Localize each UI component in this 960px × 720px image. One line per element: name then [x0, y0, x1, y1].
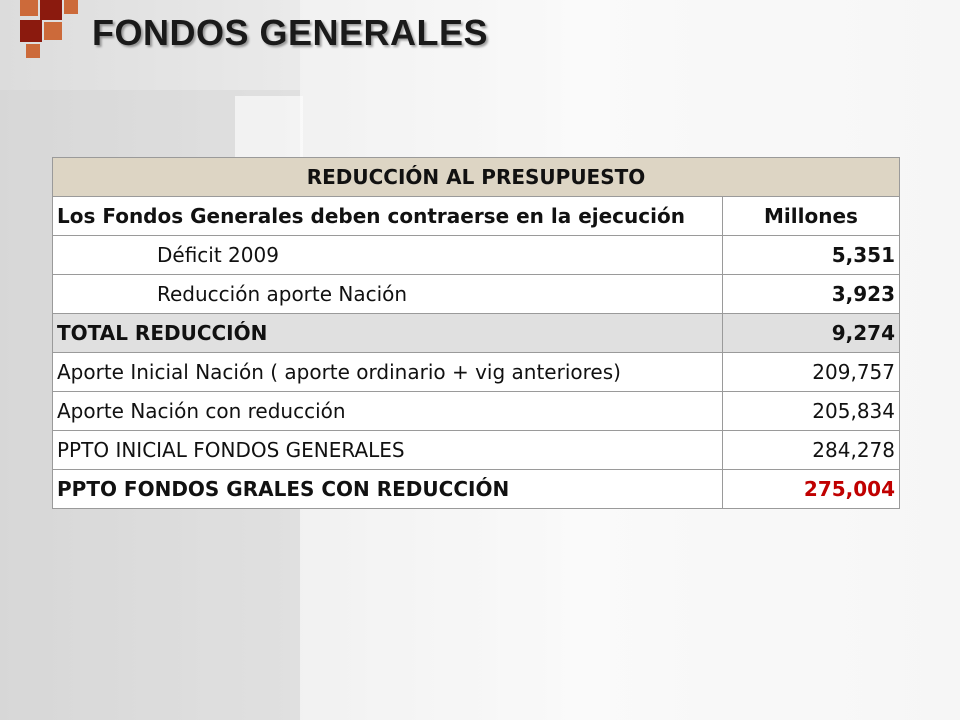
table-row: Reducción aporte Nación 3,923 [52, 274, 900, 314]
row-label: Déficit 2009 [52, 235, 723, 275]
background-square [235, 96, 303, 166]
row-label: PPTO FONDOS GRALES CON REDUCCIÓN [52, 469, 723, 509]
logo-squares-icon [20, 0, 80, 60]
table-row: Aporte Nación con reducción 205,834 [52, 391, 900, 431]
intro-label: Los Fondos Generales deben contraerse en… [52, 196, 723, 236]
unit-label: Millones [722, 196, 900, 236]
table-row: PPTO INICIAL FONDOS GENERALES 284,278 [52, 430, 900, 470]
row-label: Aporte Nación con reducción [52, 391, 723, 431]
row-value: 9,274 [722, 313, 900, 353]
row-label: PPTO INICIAL FONDOS GENERALES [52, 430, 723, 470]
table-row: Aporte Inicial Nación ( aporte ordinario… [52, 352, 900, 392]
slide-title: FONDOS GENERALES [92, 12, 489, 53]
row-value: 5,351 [722, 235, 900, 275]
table-row: Los Fondos Generales deben contraerse en… [52, 196, 900, 236]
table-row: Déficit 2009 5,351 [52, 235, 900, 275]
row-value: 3,923 [722, 274, 900, 314]
row-label: Reducción aporte Nación [52, 274, 723, 314]
row-value: 205,834 [722, 391, 900, 431]
table-header-row: REDUCCIÓN AL PRESUPUESTO [52, 157, 900, 197]
table-row: PPTO FONDOS GRALES CON REDUCCIÓN 275,004 [52, 469, 900, 509]
total-row: TOTAL REDUCCIÓN 9,274 [52, 313, 900, 353]
row-value: 275,004 [722, 469, 900, 509]
row-value: 284,278 [722, 430, 900, 470]
row-value: 209,757 [722, 352, 900, 392]
table-header: REDUCCIÓN AL PRESUPUESTO [52, 157, 900, 197]
row-label: TOTAL REDUCCIÓN [52, 313, 723, 353]
row-label: Aporte Inicial Nación ( aporte ordinario… [52, 352, 723, 392]
budget-reduction-table: REDUCCIÓN AL PRESUPUESTO Los Fondos Gene… [52, 157, 900, 509]
